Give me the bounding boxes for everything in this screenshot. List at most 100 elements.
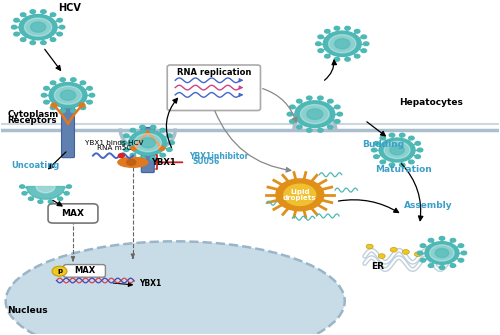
Circle shape (379, 138, 415, 162)
Circle shape (408, 136, 414, 140)
Circle shape (306, 96, 312, 100)
Circle shape (150, 156, 156, 160)
Circle shape (295, 101, 335, 127)
Circle shape (400, 163, 405, 167)
Circle shape (87, 86, 92, 90)
Circle shape (415, 142, 420, 145)
Circle shape (420, 244, 426, 248)
Circle shape (129, 130, 166, 155)
Circle shape (36, 180, 55, 193)
Text: droplets: droplets (283, 195, 316, 201)
Circle shape (48, 200, 54, 203)
Circle shape (30, 41, 36, 45)
Circle shape (30, 10, 36, 13)
Circle shape (438, 255, 446, 260)
Circle shape (384, 141, 410, 158)
Circle shape (49, 83, 87, 108)
Circle shape (57, 18, 62, 22)
Circle shape (426, 246, 434, 250)
Circle shape (380, 136, 386, 140)
Circle shape (20, 38, 26, 42)
Circle shape (318, 49, 324, 53)
Circle shape (28, 197, 34, 200)
Circle shape (435, 249, 448, 258)
Circle shape (79, 103, 85, 107)
Circle shape (50, 81, 56, 84)
Ellipse shape (6, 241, 344, 335)
FancyBboxPatch shape (64, 265, 106, 277)
Text: Budding: Budding (362, 140, 404, 149)
Circle shape (328, 35, 356, 53)
Circle shape (14, 32, 20, 36)
FancyBboxPatch shape (167, 65, 260, 111)
Circle shape (66, 185, 71, 188)
Circle shape (159, 146, 164, 150)
Circle shape (140, 138, 156, 148)
FancyBboxPatch shape (142, 127, 154, 173)
Circle shape (415, 155, 420, 158)
Circle shape (364, 42, 369, 46)
Circle shape (290, 105, 295, 109)
Circle shape (166, 148, 172, 151)
Text: YBX1: YBX1 (140, 279, 162, 288)
Circle shape (316, 42, 321, 46)
Circle shape (374, 155, 379, 158)
Text: Hepatocytes: Hepatocytes (400, 98, 464, 107)
Circle shape (334, 58, 340, 61)
Text: RNA m5C: RNA m5C (97, 145, 132, 151)
Circle shape (22, 192, 27, 195)
Circle shape (361, 49, 366, 53)
Circle shape (287, 112, 292, 116)
Circle shape (450, 264, 456, 267)
Circle shape (44, 100, 49, 104)
Circle shape (12, 25, 17, 29)
Circle shape (14, 18, 20, 22)
Circle shape (60, 25, 65, 29)
Circle shape (50, 13, 56, 16)
Circle shape (328, 125, 333, 129)
Circle shape (418, 148, 423, 152)
Circle shape (50, 106, 56, 110)
Circle shape (402, 250, 409, 254)
Circle shape (127, 159, 136, 165)
Circle shape (354, 54, 360, 58)
Ellipse shape (118, 157, 148, 167)
FancyBboxPatch shape (62, 103, 74, 158)
Circle shape (290, 120, 295, 123)
Circle shape (390, 145, 404, 155)
Circle shape (276, 179, 324, 211)
Circle shape (284, 184, 316, 205)
Text: YBX1: YBX1 (152, 158, 176, 167)
Circle shape (60, 90, 76, 100)
Circle shape (328, 99, 333, 103)
Circle shape (118, 154, 124, 158)
Circle shape (150, 125, 156, 129)
Circle shape (334, 39, 350, 49)
Circle shape (439, 237, 444, 240)
Circle shape (389, 163, 394, 167)
Circle shape (458, 258, 464, 262)
Circle shape (300, 105, 329, 124)
Circle shape (140, 156, 145, 160)
FancyBboxPatch shape (48, 204, 98, 223)
Circle shape (428, 264, 434, 267)
Text: SU056: SU056 (192, 157, 220, 165)
Circle shape (361, 35, 366, 39)
Circle shape (372, 148, 377, 152)
Circle shape (318, 35, 324, 39)
Circle shape (425, 242, 459, 264)
Circle shape (57, 32, 62, 36)
Text: ER: ER (370, 262, 384, 271)
Text: MAX: MAX (62, 209, 84, 218)
Circle shape (450, 239, 456, 242)
Text: Nucleus: Nucleus (6, 306, 48, 315)
Circle shape (64, 192, 69, 195)
Text: YBX1inhibitor: YBX1inhibitor (189, 152, 248, 161)
Circle shape (40, 41, 46, 45)
Circle shape (380, 160, 386, 164)
Circle shape (390, 248, 398, 252)
Circle shape (54, 86, 82, 104)
Circle shape (306, 129, 312, 132)
Text: Assembly: Assembly (404, 201, 452, 210)
Circle shape (20, 185, 24, 188)
